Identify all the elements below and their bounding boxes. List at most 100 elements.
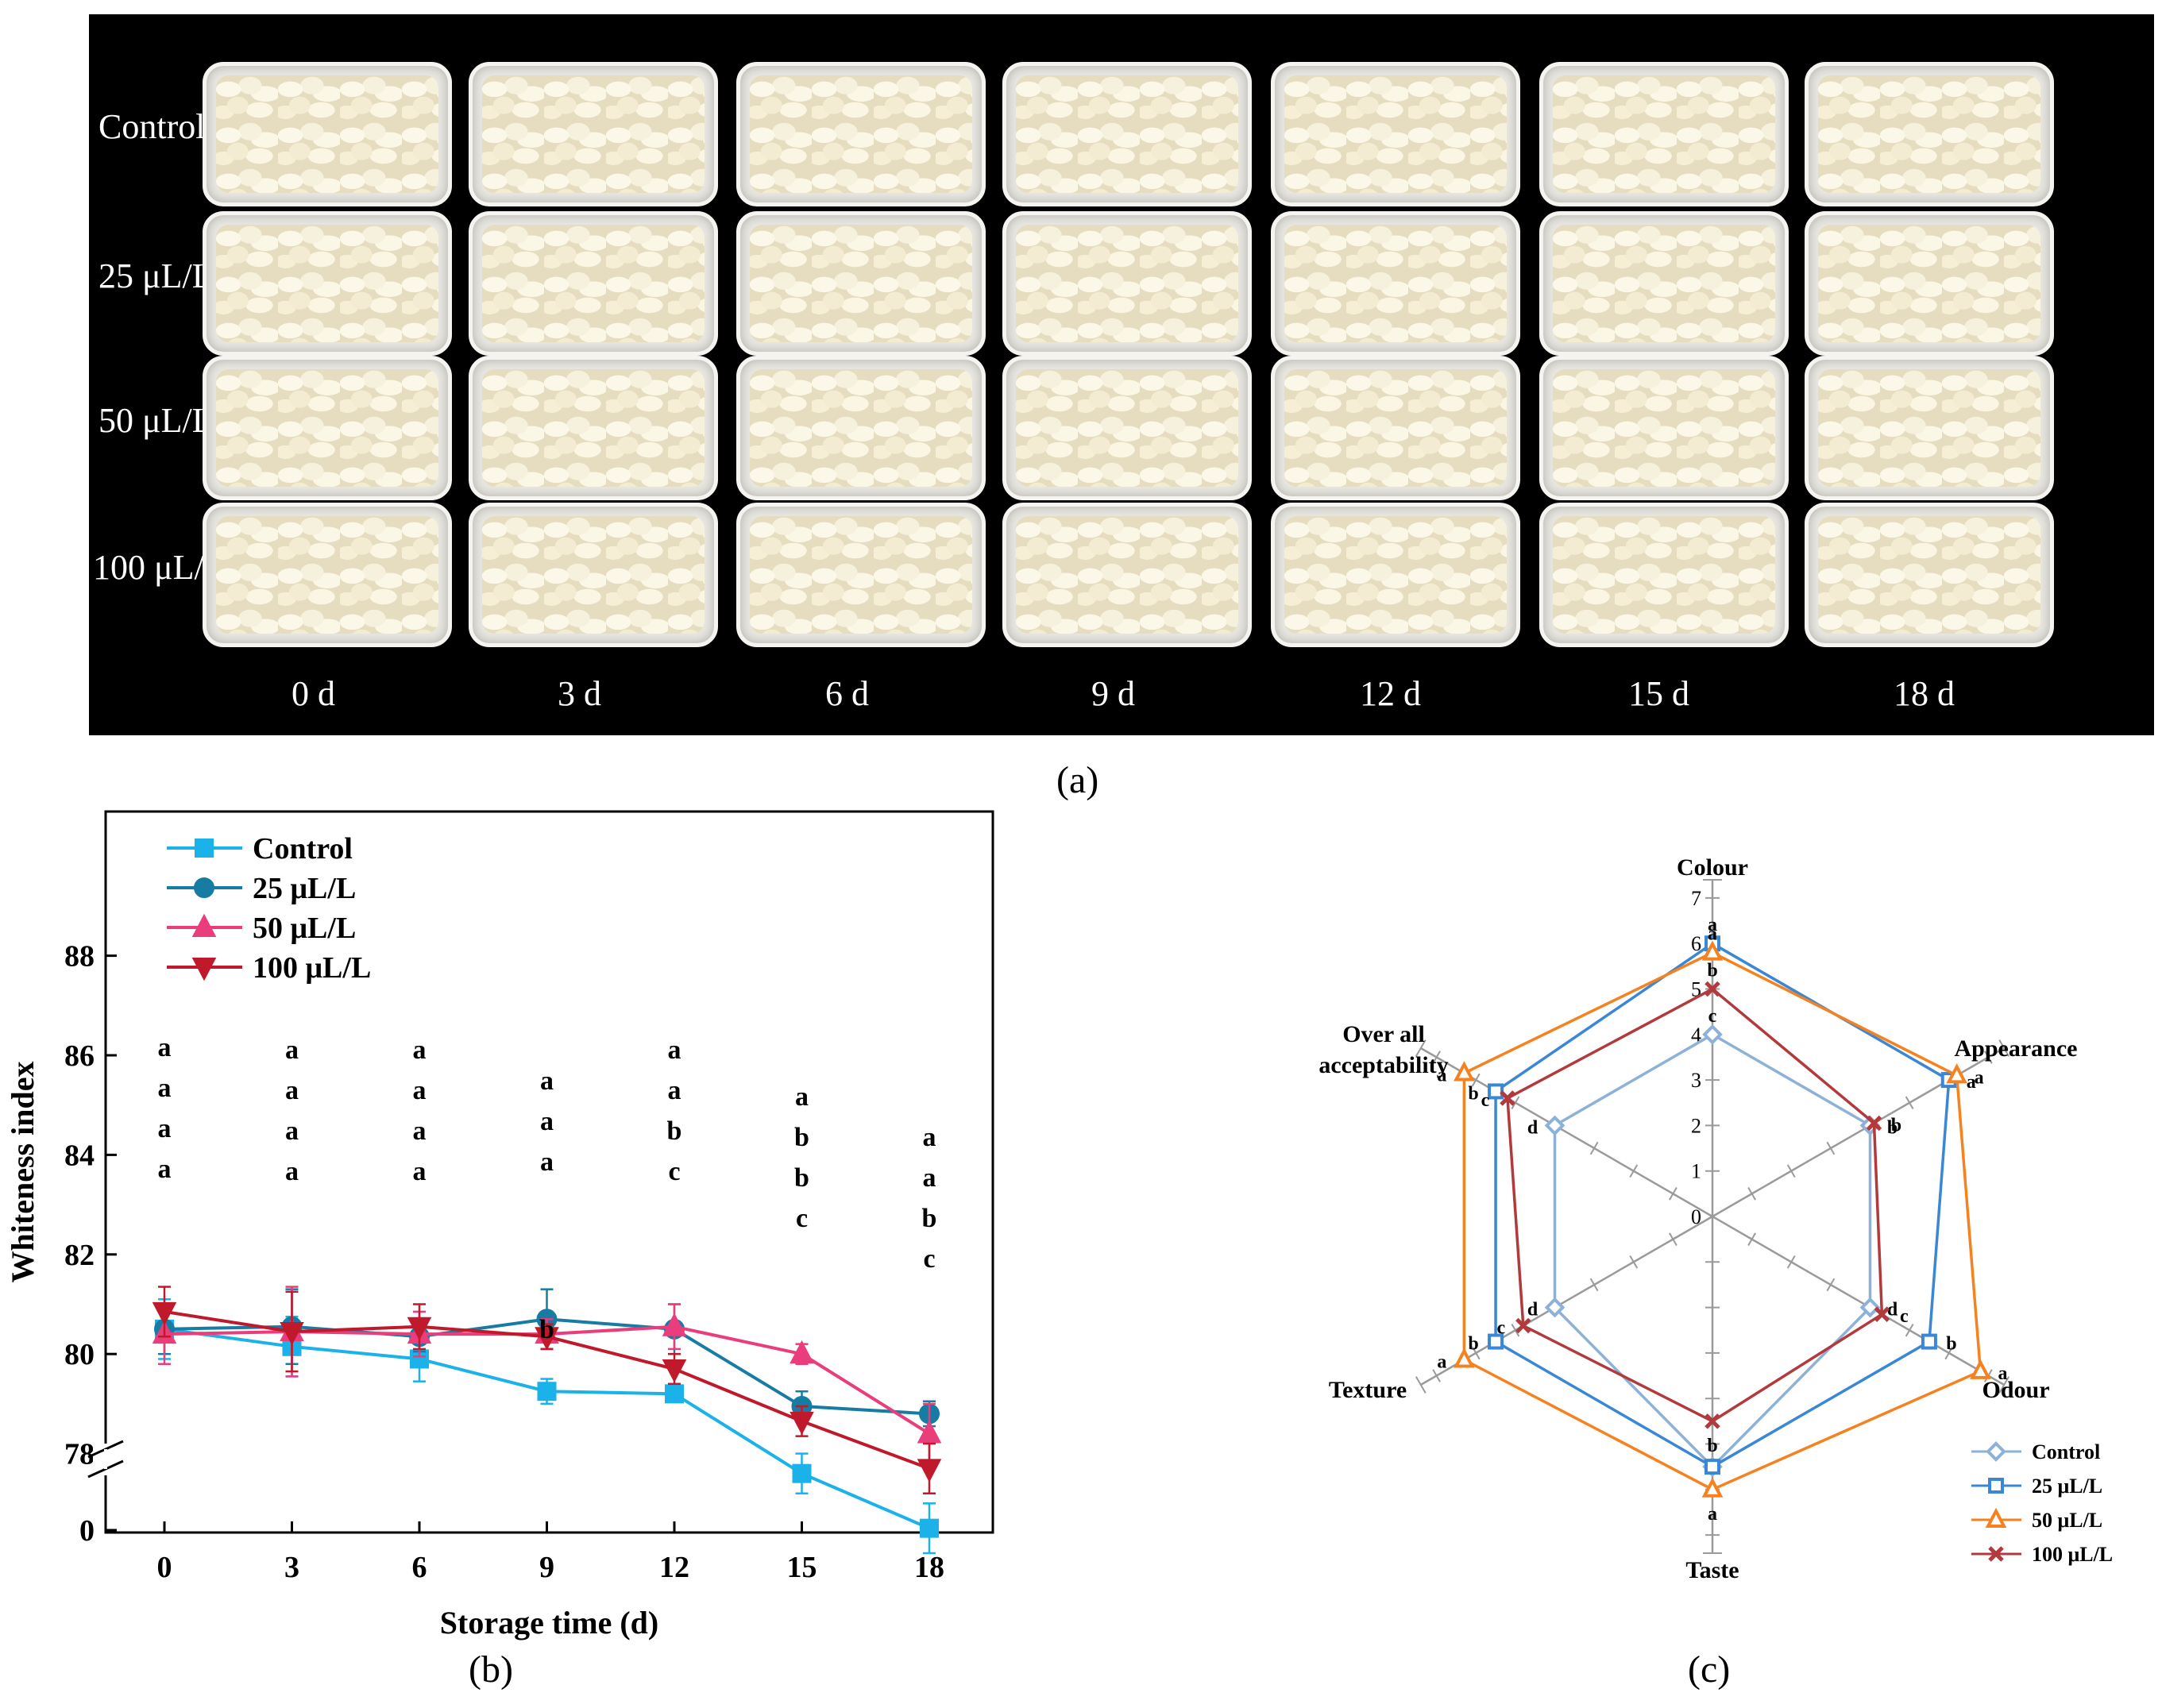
garlic-tray-photo: [1805, 62, 2054, 206]
radar-significance-letter: d: [1527, 1117, 1538, 1138]
radar-significance-letter: a: [1437, 1066, 1446, 1086]
whiteness-line-chart: 0 78 80 82 84 86 88 0 3 6 9 12 15 18 Storage time (d) W…: [5, 810, 994, 1641]
radar-significance-letter: b: [1707, 1436, 1717, 1456]
radar-significance-letter: d: [1527, 1300, 1538, 1321]
garlic-tray-photo: [1002, 62, 1252, 206]
significance-letter: c: [796, 1204, 808, 1233]
radar-point: [1874, 1306, 1890, 1322]
significance-letter: a: [285, 1076, 299, 1105]
y-tick-label: 82: [64, 1239, 95, 1272]
radar-tick: [1983, 1051, 1993, 1064]
y-tick-label: 78: [64, 1438, 95, 1471]
garlic-tray-photo: [203, 503, 452, 647]
significance-letter: a: [668, 1035, 681, 1065]
significance-letter: a: [540, 1066, 554, 1096]
radar-point: [1544, 1297, 1566, 1318]
data-point: [790, 1411, 814, 1436]
panel-label-b: (b): [469, 1648, 513, 1691]
radar-significance-letter: a: [1437, 1351, 1446, 1372]
radar-tick: [1826, 1278, 1836, 1292]
radar-point: [1488, 1333, 1504, 1350]
radar-r-tick-label: 6: [1691, 932, 1701, 955]
garlic-slices: [1016, 225, 1238, 342]
garlic-tray-photo: [1805, 503, 2054, 647]
garlic-slices: [750, 75, 972, 193]
radar-point: [1515, 1317, 1531, 1334]
radar-tick: [1589, 1141, 1599, 1155]
data-point: [537, 1382, 557, 1401]
radar-tick: [1589, 1278, 1599, 1292]
radar-significance-letter: b: [1468, 1334, 1478, 1355]
radar-tick: [1747, 1187, 1756, 1201]
photo-day-label: 12 d: [1360, 674, 1421, 713]
significance-letter: a: [413, 1076, 427, 1105]
photo-row-label: Control: [98, 107, 206, 146]
y-axis-label: Whiteness index: [5, 1062, 41, 1283]
legend-label: Control: [2032, 1440, 2100, 1463]
series-line-0: [164, 1327, 930, 1530]
radar-tick: [1786, 1164, 1796, 1178]
radar-point: [1705, 1413, 1720, 1429]
legend-marker: [1986, 1441, 2006, 1462]
significance-letter: a: [923, 1123, 936, 1152]
radar-r-tick-label: 1: [1691, 1160, 1701, 1183]
y-tick-label: 86: [64, 1039, 95, 1073]
radar-significance-letter: b: [1891, 1116, 1901, 1136]
radar-end-tick: [1998, 1039, 2010, 1057]
significance-letter: a: [285, 1116, 299, 1146]
garlic-tray-photo: [1271, 356, 1520, 500]
data-point: [535, 1327, 559, 1351]
photo-day-label: 15 d: [1628, 674, 1689, 713]
radar-point-stroke: [1515, 1317, 1531, 1334]
radar-point: [1705, 1459, 1720, 1475]
radar-axis-label: Colour: [1677, 854, 1748, 881]
radar-significance-letter: a: [1708, 1504, 1717, 1525]
sensory-radar-chart: 01234567ColourAppearanceOdourTasteTextur…: [1318, 854, 2113, 1583]
radar-significance-letter: b: [1468, 1083, 1478, 1104]
radar-end-tick: [1998, 1376, 2010, 1394]
legend-marker: [1985, 1507, 2007, 1528]
garlic-slices: [482, 516, 705, 634]
significance-letter: a: [795, 1082, 809, 1112]
significance-letter: a: [158, 1155, 172, 1184]
legend-marker: [191, 913, 217, 937]
radar-point-stroke: [1874, 1306, 1890, 1322]
significance-letter: b: [794, 1163, 809, 1193]
significance-letter: a: [285, 1035, 299, 1065]
radar-tick: [1511, 1096, 1520, 1110]
garlic-slices: [1016, 75, 1238, 193]
garlic-slices: [1284, 75, 1507, 193]
garlic-slices: [216, 516, 438, 634]
garlic-slices: [216, 225, 438, 342]
radar-significance-letter: a: [1975, 1067, 1984, 1088]
garlic-tray-photo: [1539, 503, 1789, 647]
radar-tick: [1944, 1346, 1954, 1360]
radar-tick: [1629, 1164, 1639, 1178]
radar-significance-letter: c: [1900, 1306, 1909, 1327]
garlic-tray-photo: [736, 503, 986, 647]
radar-significance-letter: c: [1708, 1006, 1717, 1027]
significance-letter: a: [413, 1116, 427, 1146]
significance-letter: a: [413, 1035, 427, 1065]
garlic-tray-photo: [1271, 62, 1520, 206]
photo-day-label: 3 d: [558, 674, 601, 713]
radar-tick: [1905, 1323, 1914, 1337]
garlic-slices: [1818, 516, 2040, 634]
photo-row-label: 25 μL/L: [98, 256, 214, 295]
radar-significance-letter: a: [1708, 915, 1717, 935]
radar-end-tick: [1415, 1376, 1427, 1394]
radar-spoke: [1712, 1215, 2005, 1386]
legend-marker: [191, 958, 217, 981]
garlic-tray-photo: [469, 503, 718, 647]
radar-significance-letter: c: [1481, 1090, 1490, 1111]
legend-label: 25 μL/L: [2032, 1475, 2102, 1498]
radar-tick: [1471, 1073, 1481, 1087]
panel-label-a: (a): [1056, 759, 1099, 801]
legend-label: 100 μL/L: [253, 951, 371, 985]
radar-point: [1866, 1115, 1882, 1132]
radar-point: [1500, 1090, 1515, 1106]
garlic-slices: [1553, 516, 1775, 634]
radar-tick: [1471, 1346, 1481, 1360]
significance-letter: c: [923, 1244, 935, 1274]
significance-letter: a: [413, 1157, 427, 1186]
